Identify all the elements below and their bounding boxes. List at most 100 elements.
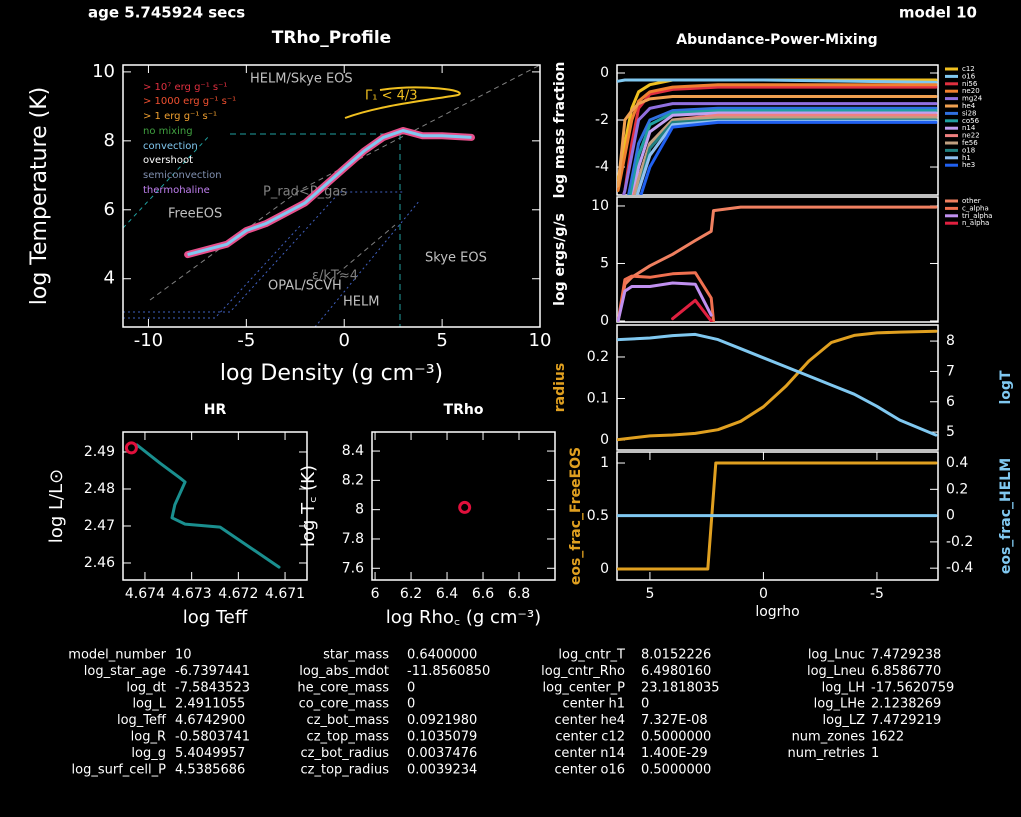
annotation: OPAL/SCVH xyxy=(268,279,342,294)
info-value: -7.5843523 xyxy=(175,680,250,695)
info-value: 4.5385686 xyxy=(175,762,245,777)
info-value: 0.0037476 xyxy=(407,746,477,761)
legend-label: tri_alpha xyxy=(962,212,992,220)
y2-tick-label: -0.4 xyxy=(946,560,973,576)
chart-title: Abundance-Power-Mixing xyxy=(676,32,877,48)
series-line xyxy=(639,120,938,195)
info-label: log_star_age xyxy=(84,664,166,679)
info-value: 0.1035079 xyxy=(407,730,477,745)
series-line xyxy=(617,329,938,442)
y-tick-label: 0.5 xyxy=(587,508,609,524)
annotation: > 1000 erg g⁻¹ s⁻¹ xyxy=(143,96,236,107)
info-value: 5.4049957 xyxy=(175,746,245,761)
legend-label: n_alpha xyxy=(962,219,989,227)
y-tick-label: -2 xyxy=(595,112,609,128)
info-value: 1622 xyxy=(871,730,904,745)
x-tick-label: 6.4 xyxy=(436,586,458,602)
legend-label: ne22 xyxy=(962,132,980,140)
y-tick-label: 8.2 xyxy=(342,472,364,488)
info-label: center c12 xyxy=(555,730,625,745)
plot-area xyxy=(617,78,938,195)
info-value: 0.0039234 xyxy=(407,762,477,777)
info-label: log_abs_mdot xyxy=(299,664,389,679)
y2-axis-label: eos_frac_HELM xyxy=(998,458,1014,574)
legend-label: co56 xyxy=(962,117,980,125)
info-label: log_LHe xyxy=(814,697,865,712)
series-line-core xyxy=(187,129,472,257)
plot-area xyxy=(617,205,938,322)
y-tick-label: 10 xyxy=(591,198,609,214)
x-tick-label: 6.6 xyxy=(472,586,494,602)
info-label: log_LH xyxy=(822,680,865,695)
info-value: 7.4729238 xyxy=(871,648,941,663)
info-label: log_LZ xyxy=(823,713,866,728)
plot-area xyxy=(617,329,938,442)
annotation: HELM xyxy=(343,295,379,310)
x-tick-label: 4.673 xyxy=(172,586,212,602)
info-label: log_R xyxy=(131,730,166,745)
plot-frame xyxy=(616,324,939,451)
x-tick-label: 5 xyxy=(436,330,447,351)
x-tick-label: -5 xyxy=(870,586,884,602)
series-line xyxy=(135,443,281,569)
y2-tick-label: 0.2 xyxy=(946,481,968,497)
panel: TRho log Rho꜀ (g cm⁻³) log T꜀ (K) 6 6.2 6.4 6.… xyxy=(298,402,556,628)
x-tick-label: 6.2 xyxy=(400,586,422,602)
legend-label: other xyxy=(962,197,981,205)
y2-tick-label: 7 xyxy=(946,363,955,379)
series-line xyxy=(617,205,938,322)
plot-frame xyxy=(371,431,556,581)
series-line xyxy=(671,298,713,322)
y-tick-label: 4 xyxy=(104,268,115,289)
y-tick-label: 0 xyxy=(600,65,609,81)
info-label: num_zones xyxy=(792,730,866,745)
info-value: 0 xyxy=(641,697,649,712)
annotation: > 1 erg g⁻¹ s⁻¹ xyxy=(143,111,217,122)
legend-label: ne20 xyxy=(962,87,980,95)
info-label: center he4 xyxy=(555,713,625,728)
info-label: log_cntr_Rho xyxy=(541,664,625,679)
y-tick-label: 2.47 xyxy=(84,518,115,534)
y-tick-label: 8.4 xyxy=(342,443,364,459)
info-label: cz_bot_mass xyxy=(307,713,390,728)
info-value: 2.4911055 xyxy=(175,697,245,712)
info-value: 6.4980160 xyxy=(641,664,711,679)
plot-frame xyxy=(616,64,939,196)
series-line xyxy=(617,332,938,437)
annotation: semiconvection xyxy=(143,170,222,181)
panel: logrho eos_frac_FreeEOS eos_frac_HELM 5 0 -5 0… xyxy=(568,447,1014,620)
y-tick-label: -4 xyxy=(595,159,609,175)
age-label: age 5.745924 secs xyxy=(88,4,245,22)
y-axis-label: log L/L⊙ xyxy=(46,469,67,543)
x-axis-label: log Teff xyxy=(183,607,248,628)
y-tick-label: 7.6 xyxy=(342,560,364,576)
series-line xyxy=(617,271,715,322)
info-label: log_surf_cell_P xyxy=(72,762,167,777)
y-tick-label: 10 xyxy=(92,61,115,82)
x-tick-label: 6.8 xyxy=(508,586,530,602)
info-value: 23.1818035 xyxy=(641,680,720,695)
annotation: FreeEOS xyxy=(168,207,222,222)
plot-area xyxy=(124,441,281,569)
y-tick-label: 0 xyxy=(600,561,609,577)
y-axis-label: log mass fraction xyxy=(552,62,568,199)
legend-label: o18 xyxy=(962,146,975,154)
info-label: model_number xyxy=(68,648,166,663)
x-axis-label: log Rho꜀ (g cm⁻³) xyxy=(386,607,541,628)
legend-label: si28 xyxy=(962,109,977,117)
legend-label: c12 xyxy=(962,65,975,73)
info-value: 0.0921980 xyxy=(407,713,477,728)
info-value: 4.6742900 xyxy=(175,713,245,728)
x-tick-label: 10 xyxy=(529,330,552,351)
panel: HR log Teff log L/L⊙ 4.674 4.673 4.672 4.671 2.… xyxy=(46,402,308,628)
y-axis-label: log T꜀ (K) xyxy=(298,465,319,547)
plot-frame xyxy=(122,431,308,581)
x-tick-label: 4.674 xyxy=(125,586,165,602)
info-label: center o16 xyxy=(555,762,625,777)
info-label: cz_top_radius xyxy=(301,762,390,777)
y2-tick-label: 0.4 xyxy=(946,455,968,471)
y-axis-label: eos_frac_FreeEOS xyxy=(568,447,584,585)
info-label: co_core_mass xyxy=(299,697,390,712)
y2-tick-label: 6 xyxy=(946,394,955,410)
